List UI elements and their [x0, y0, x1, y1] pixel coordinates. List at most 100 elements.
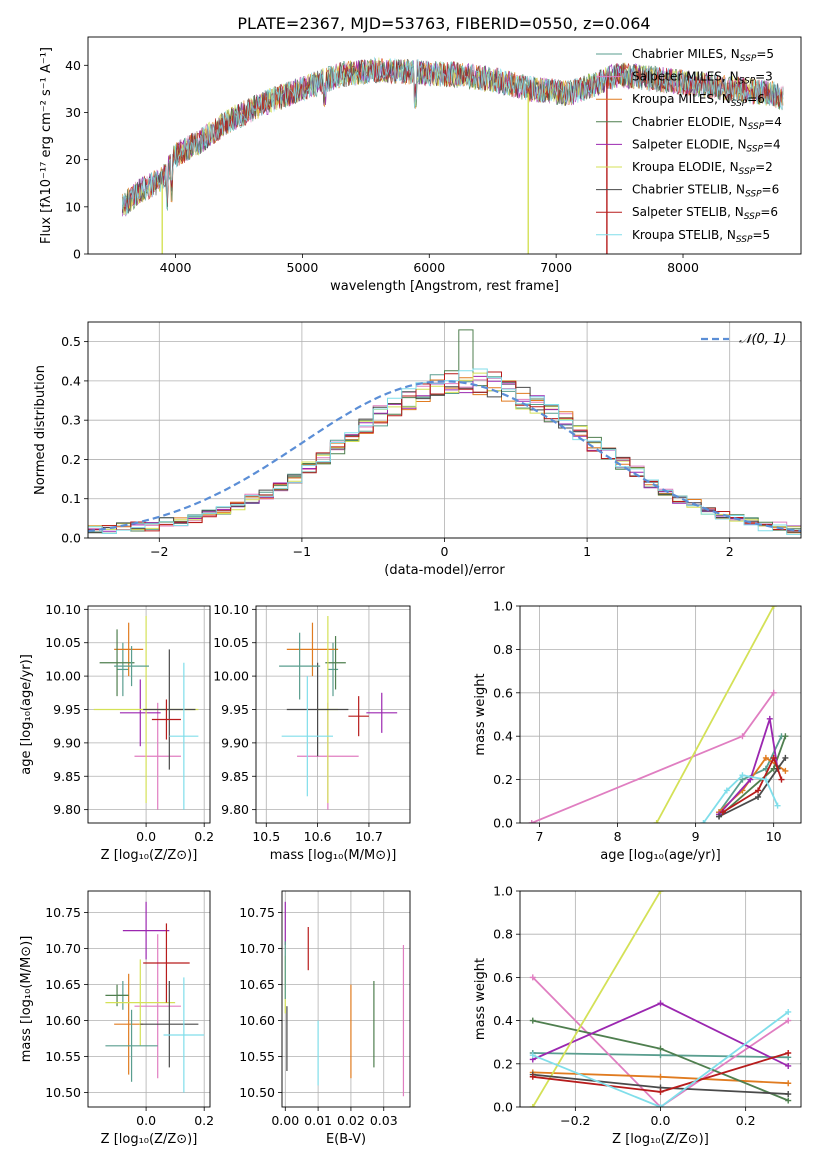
weight-point-marker [657, 1045, 664, 1052]
legend-model-name: Kroupa STELIB [632, 228, 719, 242]
x-axis-label: mass [log₁₀(M/M⊙)] [270, 848, 397, 863]
legend-equals: = [764, 115, 774, 129]
y-tick-label: 9.85 [221, 769, 249, 784]
legend-nssp-subscript: SSP [746, 144, 763, 154]
y-axis-label: age [log₁₀(age/yr)] [19, 654, 34, 775]
weight-series-line [532, 1011, 789, 1107]
y-tick-label: 0.3 [61, 413, 81, 428]
legend-nssp-value: 6 [757, 92, 765, 106]
legend-equals: = [760, 205, 770, 219]
x-tick-label: 10.5 [252, 829, 280, 844]
legend-nssp-subscript: SSP [740, 54, 757, 64]
weight-point-marker [739, 772, 746, 779]
y-tick-label: 0.0 [493, 1100, 513, 1115]
legend-separator: , [719, 228, 727, 242]
y-axis-label: Normed distribution [33, 365, 48, 495]
weight-point-marker [785, 1062, 792, 1069]
legend-entry: Kroupa ELODIE, NSSP=2 [632, 160, 773, 177]
legend-entry: Salpeter ELODIE, NSSP=4 [632, 137, 781, 154]
legend-nssp-symbol: N [727, 228, 736, 242]
axes-frame [519, 605, 802, 824]
x-tick-label: 9 [692, 829, 700, 844]
legend-nssp-subscript: SSP [748, 122, 765, 132]
x-tick-label: 10.7 [355, 829, 383, 844]
y-tick-label: 10.70 [45, 941, 81, 956]
legend-separator: , [731, 115, 739, 129]
weight-point-marker [657, 1000, 664, 1007]
y-tick-label: 9.95 [221, 702, 249, 717]
x-tick-label: 0.0 [136, 1113, 156, 1128]
legend-model-name: Kroupa ELODIE [632, 160, 722, 174]
y-tick-label: 0.2 [61, 452, 81, 467]
y-tick-label: 10.10 [45, 602, 81, 617]
y-tick-label: 0.4 [493, 729, 513, 744]
y-tick-label: 10.60 [239, 1013, 275, 1028]
weight-point-marker [755, 787, 762, 794]
legend-nssp-value: 6 [772, 183, 780, 197]
y-tick-label: 10 [65, 199, 81, 214]
axes-frame [87, 321, 802, 539]
y-tick-label: 0.2 [493, 772, 513, 787]
legend-entry: Kroupa MILES, NSSP=6 [632, 92, 765, 109]
x-tick-label: 5000 [287, 260, 319, 275]
weight-series-line [655, 606, 775, 823]
weight-point-marker [785, 1091, 792, 1098]
histogram-step [88, 371, 801, 538]
y-tick-label: 9.90 [221, 735, 249, 750]
legend-nssp-subscript: SSP [739, 77, 756, 87]
x-axis-label: (data-model)/error [384, 563, 505, 578]
y-tick-label: 40 [65, 58, 81, 73]
legend-model-name: Salpeter ELODIE [632, 137, 730, 151]
legend-nssp-symbol: N [730, 70, 739, 84]
legend-nssp-symbol: N [731, 47, 740, 61]
panel-mass-vs-Z: 0.0 0.2 10.50 10.55 10.60 10.65 10.70 10.75 Z [l… [19, 890, 214, 1147]
weight-point-marker [782, 754, 789, 761]
weight-series-line [718, 718, 779, 815]
y-tick-label: 0.6 [493, 970, 513, 985]
plot-area-mass-vs-EBV [284, 901, 405, 1097]
y-tick-label: 10.70 [239, 941, 275, 956]
legend-model-name: Chabrier MILES [632, 47, 723, 61]
weight-point-marker [700, 820, 707, 823]
legend-entry: Chabrier STELIB, NSSP=6 [632, 183, 779, 200]
x-tick-label: −1 [293, 544, 311, 559]
x-axis-label: wavelength [Angstrom, rest frame] [330, 279, 559, 294]
panel-age-vs-mass: 10.5 10.6 10.7 9.80 9.85 9.90 9.95 10.00 10.05 10… [213, 602, 411, 863]
plot-area-spectrum [121, 56, 784, 254]
y-tick-label: 9.80 [221, 802, 249, 817]
panel-spectrum: 4000 5000 6000 7000 8000 0 10 20 30 40 wavelength … [39, 36, 802, 294]
x-tick-label: 8000 [667, 260, 699, 275]
y-tick-label: 10.50 [239, 1085, 275, 1100]
weight-point-marker [657, 1104, 664, 1107]
legend-nssp-symbol: N [737, 137, 746, 151]
plot-area-residuals [88, 329, 801, 538]
x-tick-label: 0.01 [304, 1113, 332, 1128]
legend-separator: , [722, 160, 730, 174]
weight-point-marker [766, 715, 773, 722]
x-axis-label: age [log₁₀(age/yr)] [600, 848, 721, 863]
legend-gaussian: 𝒩(0, 1) [739, 332, 786, 347]
x-tick-label: 0.00 [271, 1113, 299, 1128]
weight-point-marker [657, 1073, 664, 1080]
weight-series-line [532, 891, 662, 1107]
x-tick-label: −0.2 [560, 1113, 590, 1128]
legend-model-name: Chabrier STELIB [632, 183, 728, 197]
panel-age-vs-Z: 0.0 0.2 9.80 9.85 9.90 9.95 10.00 10.05 10.10 Z [… [19, 602, 214, 863]
weight-point-marker [723, 787, 730, 794]
y-tick-label: 10.60 [45, 1013, 81, 1028]
x-tick-label: 0.02 [337, 1113, 365, 1128]
x-tick-label: 1 [583, 544, 591, 559]
legend-nssp-value: 5 [766, 47, 774, 61]
weight-point-marker [657, 1052, 664, 1059]
x-tick-label: 7000 [540, 260, 572, 275]
x-tick-label: 0.2 [194, 1113, 214, 1128]
weight-point-marker [755, 793, 762, 800]
weight-point-marker [778, 776, 785, 783]
weight-point-marker [770, 754, 777, 761]
weight-series-line [722, 755, 783, 813]
axes-frame [255, 605, 411, 824]
y-tick-label: 0.4 [493, 1013, 513, 1028]
legend-nssp-symbol: N [735, 205, 744, 219]
axes-frame [87, 605, 211, 824]
